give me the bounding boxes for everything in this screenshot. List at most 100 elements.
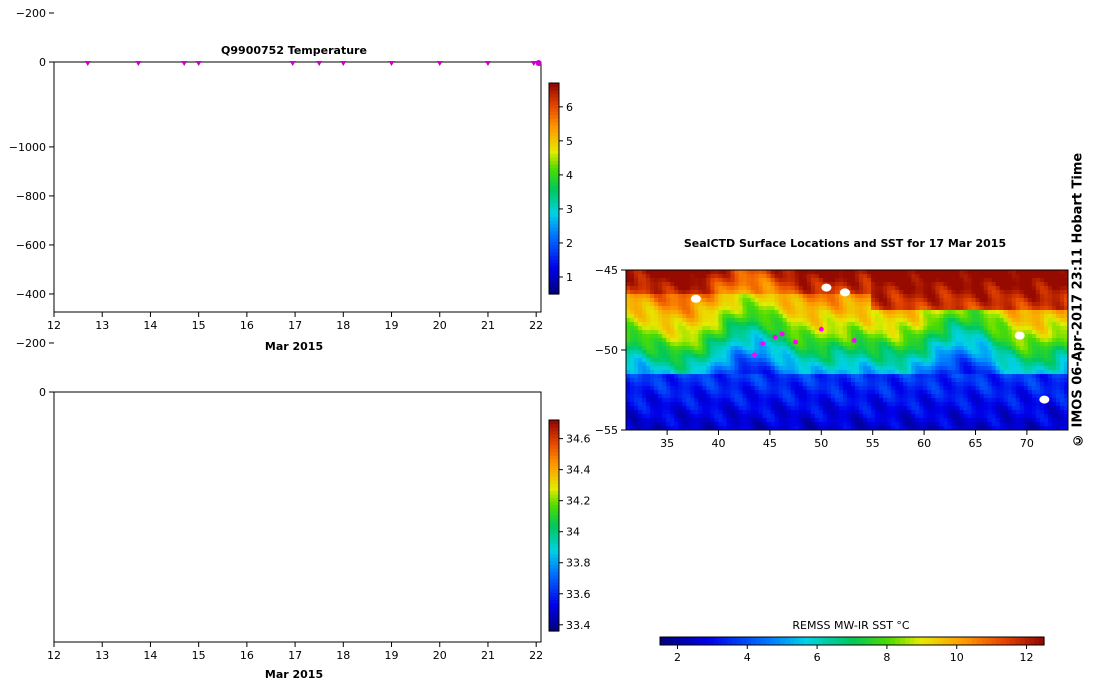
sst-cell [650,366,655,371]
sst-cell [782,290,788,295]
sst-cell [935,362,940,367]
sst-cell [754,334,760,339]
sst-cell [915,394,920,399]
sst-cell [798,382,804,387]
sst-cell [750,370,756,375]
sst-cell [863,406,868,411]
sst-cell [726,370,731,375]
sst-cell [742,414,748,419]
sst-cell [702,306,707,311]
sst-cell [710,354,715,359]
sst-cell [686,382,691,387]
sst-cell [806,350,812,355]
sst-cell [694,290,699,295]
sst-cell [911,374,916,379]
sst-cell [802,322,808,327]
sst-cell [895,270,900,275]
sst-cell [666,274,671,279]
sst-cell [674,270,679,275]
sst-cell [670,414,675,419]
sst-cell [806,346,812,351]
sst-cell [738,282,744,287]
sst-cell [762,330,768,335]
sst-cell [810,330,816,335]
sst-cell [638,286,643,291]
sst-cell [838,314,844,319]
sst-cell [762,418,768,423]
sst-cell [859,350,864,355]
sst-cell [927,334,932,339]
sst-cell [658,330,663,335]
sst-cell [943,290,948,295]
sst-cell [794,314,800,319]
sst-cell [802,354,808,359]
sst-cell [834,366,840,371]
sst-cell [730,370,735,375]
sst-cell [907,294,912,299]
sst-cell [710,278,715,283]
sst-cell [682,346,687,351]
sst-cell [702,426,707,431]
sst-cell [758,306,764,311]
sst-cell [947,282,952,287]
sst-cell [834,386,840,391]
sst-cell [734,318,740,323]
sst-cell [842,366,848,371]
sst-cell [786,322,792,327]
sst-cell [650,354,655,359]
sst-cell [714,382,719,387]
sst-cell [830,426,836,431]
sst-cell [834,302,840,307]
sst-cell [842,298,848,303]
sst-cell [794,326,800,331]
sst-cell [871,290,876,295]
sst-cell [674,282,679,287]
sst-cell [855,406,860,411]
sst-cell [786,286,792,291]
sst-cell [903,310,908,315]
sst-cell [911,278,916,283]
sst-cell [682,422,687,427]
sst-cell [822,398,828,403]
sst-cell [947,386,952,391]
sst-cell [939,406,944,411]
sst-cell [859,418,864,423]
sst-cell [758,282,764,287]
sst-cell [638,334,643,339]
sst-cell [638,298,643,303]
sst-cell [682,342,687,347]
sst-cell [774,418,780,423]
sst-cell [726,278,731,283]
sst-cell [766,318,772,323]
sst-cell [911,346,916,351]
sst-cell [915,374,920,379]
sst-cell [718,330,723,335]
sst-cell [911,418,916,423]
sst-cell [802,342,808,347]
sst-cell [782,310,788,315]
sst-cell [682,290,687,295]
sst-cell [931,418,936,423]
colorbar-step [549,581,559,586]
sst-cell [626,298,631,303]
sst-cell [802,418,808,423]
sst-cell [786,346,792,351]
sst-cell [714,342,719,347]
sst-cell [730,414,735,419]
sst-cell [714,330,719,335]
sst-cell [879,282,884,287]
sst-cell [838,294,844,299]
sst-cell [754,306,760,311]
sst-cell [690,382,695,387]
sst-cell [754,366,760,371]
sst-cell [762,394,768,399]
sst-cell [919,318,924,323]
sst-cell [722,374,727,379]
sst-cell [822,374,828,379]
sst-cell [790,342,796,347]
sst-cell [911,362,916,367]
sst-cell [642,390,647,395]
sst-cell [863,386,868,391]
sst-cell [710,362,715,367]
sst-cell [855,270,860,275]
